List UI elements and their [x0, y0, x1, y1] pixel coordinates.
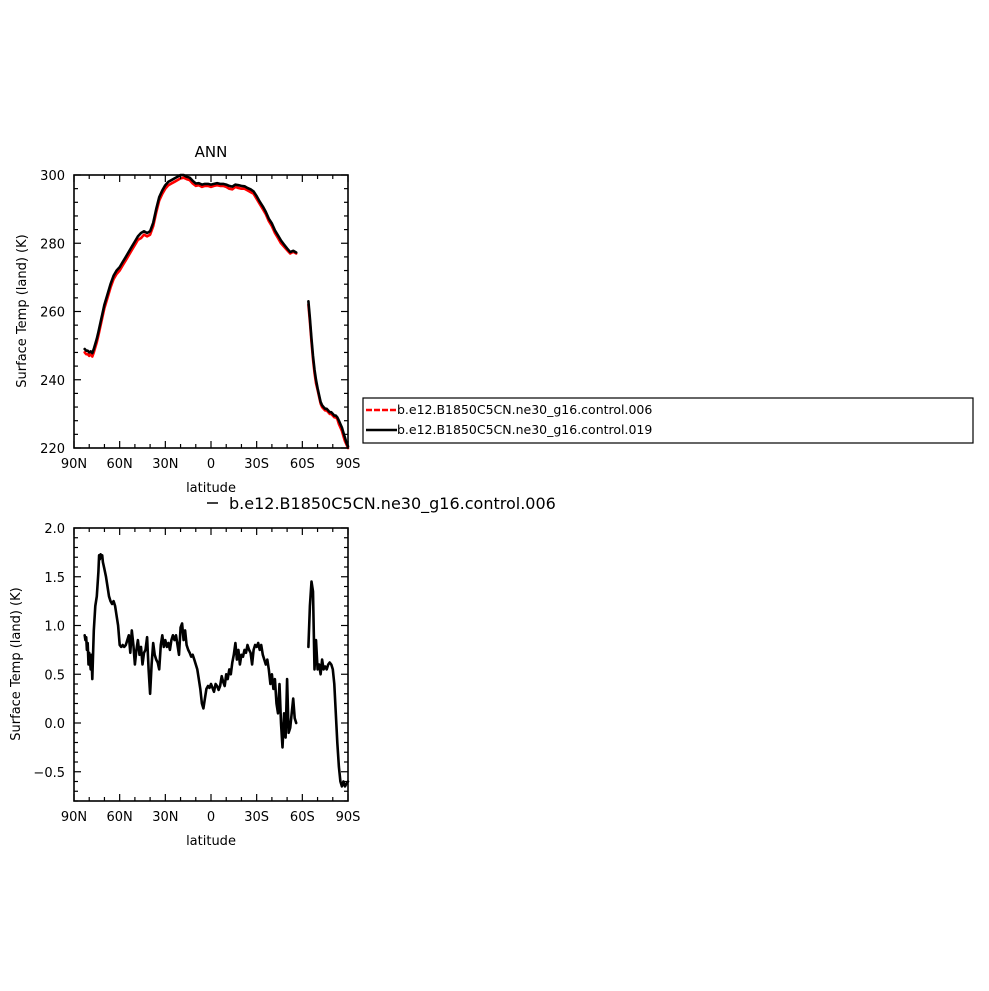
axes: 90N 60N 30N 0 30S 60S 90S 220 240 260 280 300: [40, 169, 360, 472]
legend-entry-006: b.e12.B1850C5CN.ne30_g16.control.006: [397, 402, 652, 417]
x-tick-label: 30S: [244, 810, 269, 825]
legend-box: [362, 397, 974, 444]
y-tick-label: −0.5: [33, 766, 65, 781]
x-tick-label: 0: [207, 457, 215, 472]
series-line-1-segment-2: [307, 580, 350, 788]
x-tick-label: 60S: [290, 810, 315, 825]
series-line-2-segment-2: [307, 299, 350, 448]
legend: b.e12.B1850C5CN.ne30_g16.control.006 b.e…: [362, 397, 974, 444]
x-tick-label: 0: [207, 810, 215, 825]
top-panel: ANN 90N 60N 30N 0 30S 60S 90S 220 240 260 280 300 l…: [15, 143, 360, 496]
x-tick-label: 30N: [152, 457, 178, 472]
y-axis-label: Surface Temp (land) (K): [15, 234, 30, 387]
y-tick-label: 280: [40, 237, 65, 252]
x-tick-label: 30S: [244, 457, 269, 472]
x-tick-label: 90N: [61, 457, 87, 472]
difference-legend: b.e12.B1850C5CN.ne30_g16.control.006: [207, 494, 556, 514]
plot-area: [83, 552, 350, 788]
x-tick-label: 60S: [290, 457, 315, 472]
x-axis-label: latitude: [186, 834, 236, 849]
chart-title: ANN: [195, 143, 228, 161]
y-tick-label: 0.0: [44, 717, 65, 732]
series-line-1-segment-1: [83, 552, 298, 749]
x-tick-label: 90S: [336, 457, 361, 472]
y-tick-label: 240: [40, 374, 65, 389]
y-tick-label: 1.5: [44, 571, 65, 586]
y-tick-label: 220: [40, 442, 65, 457]
y-tick-label: 260: [40, 306, 65, 321]
legend-entry-019: b.e12.B1850C5CN.ne30_g16.control.019: [397, 422, 652, 437]
y-tick-label: 1.0: [44, 620, 65, 635]
x-tick-label: 60N: [107, 810, 133, 825]
x-tick-label: 90N: [61, 810, 87, 825]
y-axis-label: Surface Temp (land) (K): [9, 587, 24, 740]
x-tick-label: 90S: [336, 810, 361, 825]
x-axis-label: latitude: [186, 481, 236, 496]
difference-legend-entry: b.e12.B1850C5CN.ne30_g16.control.006: [229, 494, 556, 514]
y-tick-label: 300: [40, 169, 65, 184]
y-tick-label: 0.5: [44, 668, 65, 683]
axes: 90N 60N 30N 0 30S 60S 90S −0.5 0.0 0.5 1.0 1.5 2.0: [33, 522, 360, 825]
bottom-panel: 90N 60N 30N 0 30S 60S 90S −0.5 0.0 0.5 1.0 1.5 2.0 l…: [9, 522, 360, 849]
y-tick-label: 2.0: [44, 522, 65, 537]
x-tick-label: 60N: [107, 457, 133, 472]
x-tick-label: 30N: [152, 810, 178, 825]
